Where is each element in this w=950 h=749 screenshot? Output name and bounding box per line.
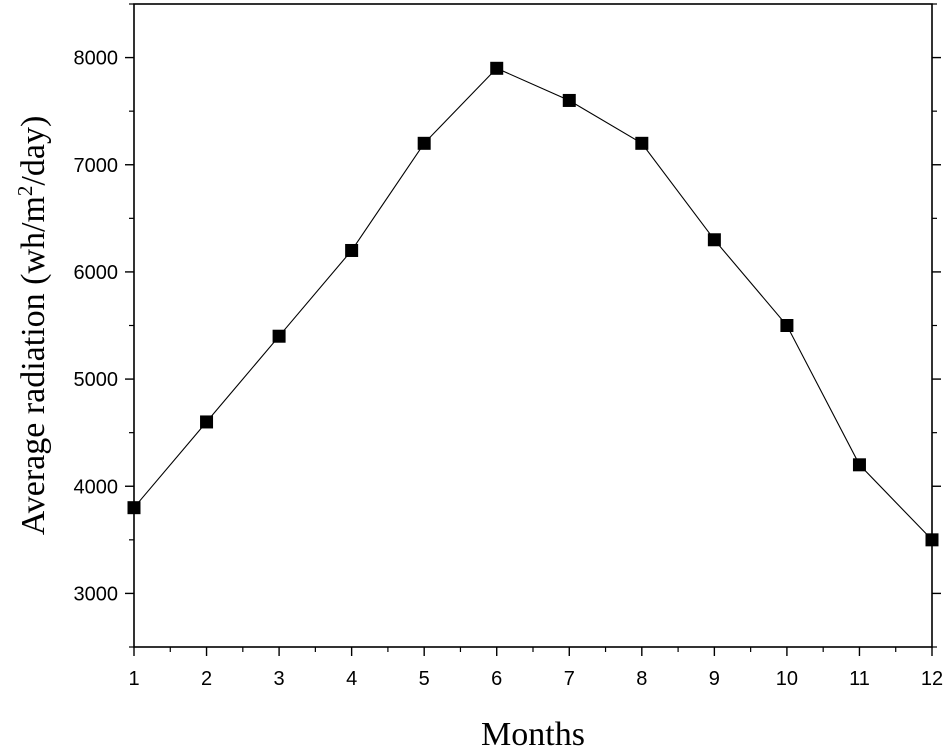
- data-point-marker: [635, 136, 649, 150]
- y-tick-label: 6000: [74, 262, 119, 284]
- data-point-marker: [127, 501, 141, 515]
- x-tick-label: 3: [274, 668, 285, 690]
- x-tick-label: 1: [128, 668, 139, 690]
- y-tick-label: 5000: [74, 369, 119, 391]
- x-tick-label: 7: [564, 668, 575, 690]
- y-axis-title: Average radiation (wh/m2/day): [13, 116, 52, 536]
- plot-frame: [133, 3, 933, 648]
- x-tick-label: 10: [776, 668, 798, 690]
- y-axis-title-superscript: 2: [13, 186, 37, 197]
- x-axis-title: Months: [481, 716, 585, 749]
- x-tick-label: 5: [419, 668, 430, 690]
- data-point-marker: [200, 415, 214, 429]
- x-tick-label: 12: [921, 668, 943, 690]
- data-point-marker: [780, 319, 794, 332]
- x-tick-label: 6: [491, 668, 502, 690]
- data-point-marker: [490, 61, 504, 75]
- x-tick-label: 4: [346, 668, 357, 690]
- data-point-marker: [562, 93, 576, 107]
- y-axis-title-suffix: /day): [15, 116, 52, 186]
- y-tick-label: 4000: [74, 476, 119, 498]
- series-layer: [127, 61, 939, 547]
- y-tick-label: 3000: [74, 583, 119, 605]
- data-point-marker: [852, 458, 866, 472]
- x-tick-label: 11: [849, 668, 870, 690]
- x-tick-label: 8: [636, 668, 647, 690]
- y-axis-title-prefix: Average radiation (wh/m: [15, 196, 52, 535]
- data-point-marker: [925, 533, 939, 547]
- data-point-marker: [272, 329, 286, 343]
- x-tick-label: 9: [709, 668, 720, 690]
- x-tick-label: 2: [201, 668, 212, 690]
- y-tick-label: 7000: [74, 155, 119, 177]
- data-point-marker: [707, 233, 721, 247]
- y-tick-label: 8000: [74, 48, 119, 70]
- data-point-marker: [417, 136, 431, 150]
- series-line: [133, 67, 933, 541]
- data-point-marker: [345, 243, 359, 257]
